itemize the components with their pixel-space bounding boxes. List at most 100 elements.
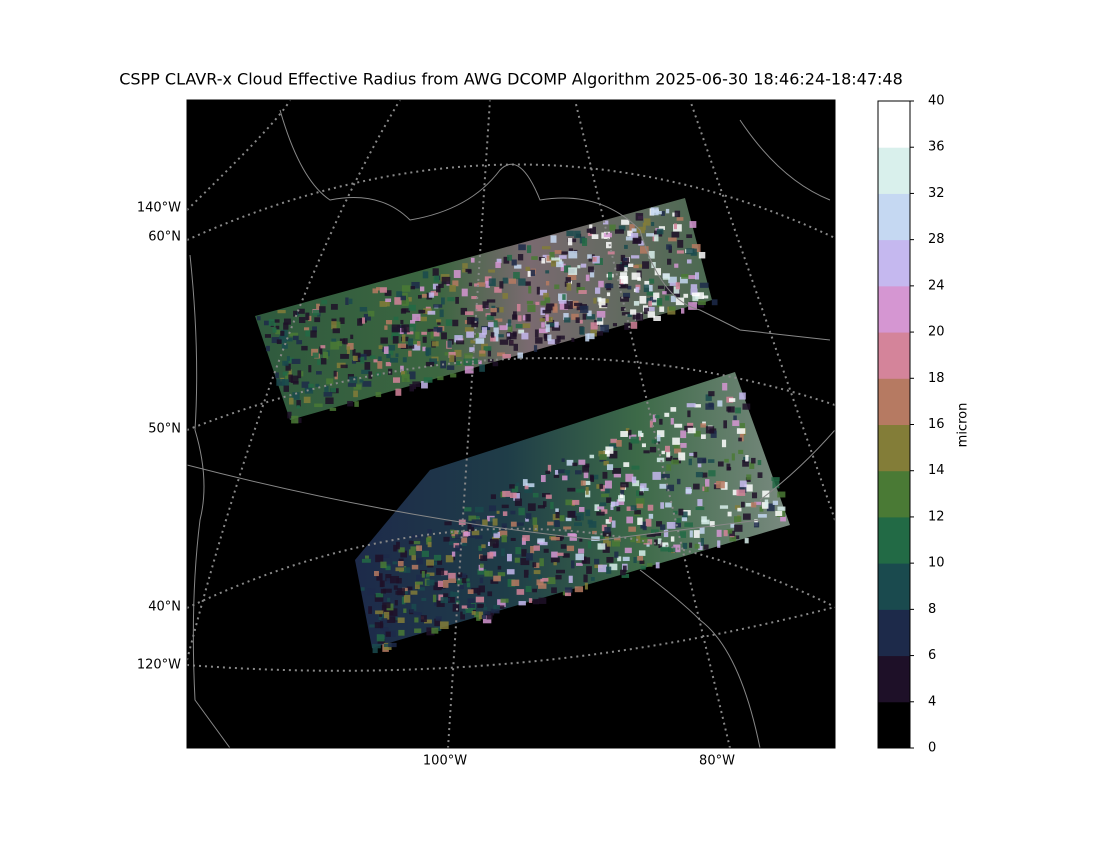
cloud-pixel: [413, 612, 423, 616]
cloud-pixel: [412, 344, 421, 351]
cloud-pixel: [304, 387, 314, 394]
cloud-pixel: [596, 484, 602, 489]
cloud-pixel: [739, 423, 745, 430]
cloud-pixel: [595, 287, 601, 294]
cloud-pixel: [665, 502, 672, 508]
cloud-pixel: [471, 611, 476, 615]
cloud-pixel: [558, 469, 566, 474]
cloud-pixel: [426, 537, 430, 543]
cloud-pixel: [609, 224, 616, 231]
cloud-pixel: [574, 522, 582, 527]
cloud-pixel: [582, 313, 587, 320]
cloud-pixel: [560, 263, 566, 272]
cloud-pixel: [633, 301, 640, 306]
cloud-pixel: [475, 338, 485, 344]
cloud-pixel: [331, 338, 337, 343]
cloud-pixel: [576, 282, 581, 291]
cloud-pixel: [448, 572, 456, 579]
cloud-pixel: [454, 335, 463, 343]
cloud-pixel: [700, 423, 707, 428]
cloud-pixel: [686, 248, 695, 255]
cloud-pixel: [533, 345, 538, 352]
cloud-pixel: [466, 533, 475, 538]
cloud-pixel: [754, 501, 762, 505]
cloud-pixel: [666, 464, 671, 471]
cloud-pixel: [510, 521, 517, 527]
cloud-pixel: [474, 611, 481, 618]
cloud-pixel: [288, 374, 293, 383]
cloud-pixel: [448, 541, 458, 546]
cloud-pixel: [627, 313, 632, 318]
cloud-pixel: [408, 350, 412, 357]
cloud-pixel: [488, 505, 497, 512]
cloud-pixel: [515, 547, 521, 555]
cloud-pixel: [292, 392, 300, 400]
cloud-pixel: [395, 567, 404, 572]
cloud-pixel: [418, 309, 426, 314]
cloud-pixel: [430, 290, 439, 296]
cloud-pixel: [487, 349, 492, 357]
cloud-pixel: [346, 342, 354, 350]
cloud-pixel: [347, 383, 357, 387]
cloud-pixel: [539, 328, 548, 334]
cloud-pixel: [646, 298, 653, 303]
cloud-pixel: [397, 588, 405, 596]
cloud-pixel: [495, 318, 503, 322]
cloud-pixel: [633, 265, 639, 269]
cloud-pixel: [517, 352, 524, 359]
cloud-pixel: [671, 231, 680, 238]
cloud-pixel: [567, 533, 576, 537]
cloud-pixel: [666, 244, 672, 250]
colorbar-tick-label: 20: [928, 325, 945, 340]
cloud-pixel: [686, 234, 693, 239]
cloud-pixel: [426, 572, 435, 576]
cloud-pixel: [656, 457, 665, 463]
cloud-pixel: [739, 480, 747, 488]
cloud-pixel: [330, 387, 337, 393]
cloud-pixel: [490, 332, 495, 338]
cloud-pixel: [544, 297, 551, 303]
cloud-pixel: [628, 442, 633, 450]
cloud-pixel: [584, 463, 590, 468]
cloud-pixel: [618, 495, 625, 502]
cloud-pixel: [667, 306, 676, 315]
cloud-pixel: [272, 327, 277, 333]
cloud-pixel: [628, 526, 636, 532]
cloud-pixel: [465, 268, 472, 273]
cloud-pixel: [289, 332, 299, 337]
cloud-pixel: [368, 371, 373, 379]
cloud-pixel: [684, 522, 693, 527]
cloud-pixel: [527, 503, 536, 511]
cloud-pixel: [511, 259, 517, 266]
cloud-pixel: [496, 510, 500, 514]
cloud-pixel: [441, 297, 445, 305]
cloud-pixel: [445, 555, 454, 563]
cloud-pixel: [579, 538, 583, 542]
cloud-pixel: [547, 521, 554, 526]
cloud-pixel: [315, 383, 320, 388]
cloud-pixel: [462, 268, 467, 273]
cloud-pixel: [640, 483, 647, 489]
cloud-pixel: [685, 488, 692, 494]
cloud-pixel: [662, 291, 667, 295]
cloud-pixel: [746, 474, 752, 480]
cloud-pixel: [567, 510, 576, 518]
cloud-pixel: [571, 337, 575, 342]
cloud-pixel: [486, 299, 496, 303]
colorbar-segment: [878, 332, 910, 379]
cloud-pixel: [582, 238, 588, 246]
cloud-pixel: [602, 471, 608, 479]
cloud-pixel: [678, 508, 684, 516]
cloud-pixel: [729, 398, 736, 402]
cloud-pixel: [367, 588, 376, 596]
cloud-pixel: [409, 323, 416, 332]
cloud-pixel: [688, 458, 692, 466]
cloud-pixel: [463, 578, 470, 582]
cloud-pixel: [499, 339, 509, 345]
cloud-pixel: [501, 534, 507, 543]
cloud-pixel: [669, 282, 678, 286]
cloud-pixel: [731, 453, 735, 461]
cloud-pixel: [585, 333, 590, 342]
cloud-pixel: [525, 314, 531, 322]
cloud-pixel: [631, 476, 637, 484]
